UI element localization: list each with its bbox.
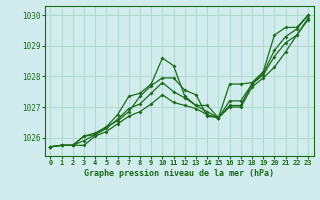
X-axis label: Graphe pression niveau de la mer (hPa): Graphe pression niveau de la mer (hPa) bbox=[84, 169, 274, 178]
